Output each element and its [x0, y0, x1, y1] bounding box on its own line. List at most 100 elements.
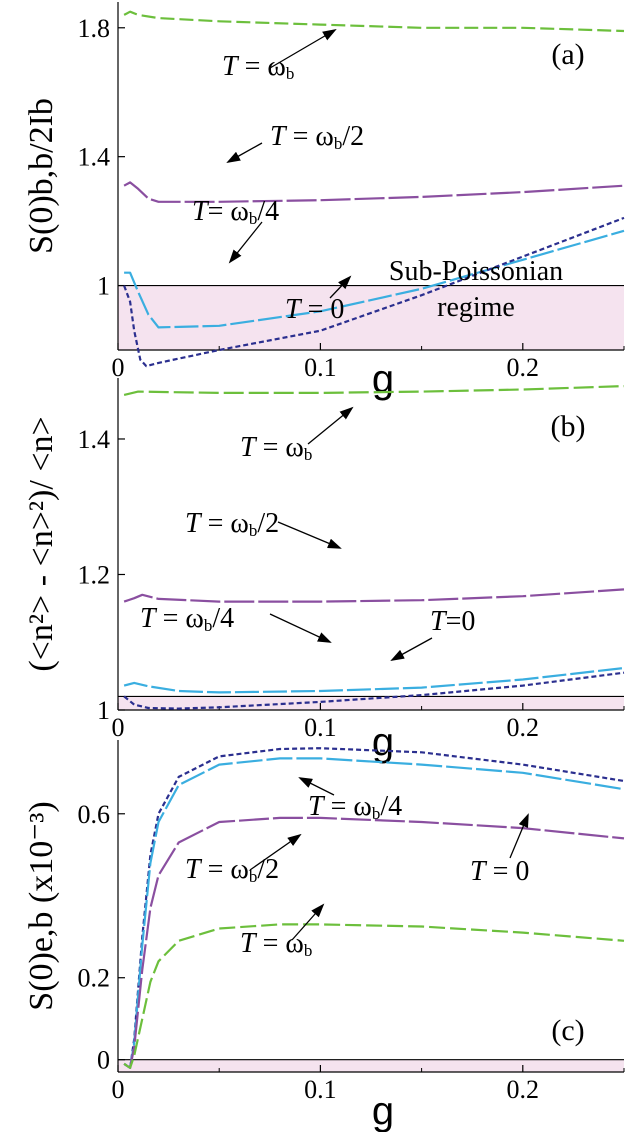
annotation-T: T — [285, 294, 303, 325]
x-axis-label: g — [372, 720, 394, 764]
x-axis-label: g — [372, 357, 394, 401]
annotation-sub: b — [249, 521, 258, 540]
series-annotation: T = ωb/4 — [140, 603, 234, 635]
series-line-0 — [123, 385, 625, 396]
series-annotation: T = ωb/4 — [308, 791, 402, 823]
annotation-main: = ω — [201, 854, 249, 885]
annotation-main: = ω — [324, 791, 372, 822]
x-tick-label: 0.2 — [507, 1075, 540, 1104]
x-tick-label: 0 — [112, 713, 125, 742]
annotation-sub: b — [304, 941, 313, 960]
y-tick-label: 0.6 — [78, 800, 111, 829]
annotation-main: = ω — [156, 603, 204, 634]
series-annotation: T = ωb/2 — [185, 854, 279, 886]
y-tick-label: 1.4 — [78, 143, 111, 172]
annotation-T: T — [470, 856, 488, 887]
annotation-tail: /4 — [212, 603, 234, 634]
annotation-main: = 0 — [486, 856, 530, 887]
y-tick-label: 0.2 — [78, 964, 111, 993]
annotation-T: T — [270, 121, 288, 152]
annotation-arrow — [249, 833, 302, 871]
sub-poissonian-region — [118, 1059, 624, 1072]
annotation-arrow — [509, 813, 529, 859]
annotation-sub: b — [204, 616, 213, 635]
annotation-sub: b — [372, 804, 381, 823]
x-tick-label: 0.2 — [507, 353, 540, 382]
series-line-1 — [123, 757, 625, 1069]
y-tick-label: 1 — [97, 272, 110, 301]
annotation-main: = ω — [238, 51, 286, 82]
series-annotation: T = 0 — [285, 294, 344, 325]
annotation-tail: /4 — [257, 196, 279, 227]
panel-label: (c) — [551, 1014, 584, 1047]
x-tick-label: 0.1 — [304, 713, 337, 742]
series-line-1 — [123, 588, 625, 603]
annotation-T: T — [185, 508, 203, 539]
annotation-arrow — [329, 275, 352, 299]
panel-label: (b) — [551, 410, 586, 443]
series-annotation: T = ωb/2 — [270, 121, 364, 153]
x-tick-label: 0 — [112, 353, 125, 382]
annotation-tail: /4 — [380, 791, 402, 822]
series-line-2 — [123, 666, 625, 694]
annotation-main: = ω — [286, 121, 334, 152]
region-label: Sub-Poissonian — [389, 256, 563, 287]
annotation-T: T — [240, 432, 258, 463]
series-line-0 — [123, 747, 625, 1069]
region-label: regime — [437, 292, 515, 323]
y-tick-label: 1.2 — [78, 560, 111, 589]
panel-b: 0 0.1 0.2 1 1.2 1.4 (<n²> - <n>²)/ <n> g (b) T = … — [23, 378, 625, 764]
series-annotation: T = ωb/2 — [185, 508, 279, 540]
annotation-sub: b — [286, 64, 295, 83]
panel-c: 0 0.1 0.200.20.6S(0)e,b (x10⁻³)g(c)T = ωb/… — [23, 740, 625, 1132]
annotation-main: = ω — [201, 508, 249, 539]
x-tick-label: 0.1 — [304, 353, 337, 382]
annotation-arrow — [307, 406, 354, 445]
annotation-tail: /2 — [257, 508, 279, 539]
series-line-2 — [124, 229, 625, 329]
annotation-arrow — [228, 221, 263, 264]
series-line-1 — [123, 181, 625, 203]
series-line-2 — [123, 816, 625, 1069]
series-line-3 — [123, 671, 625, 710]
annotation-main: = ω — [256, 432, 304, 463]
annotation-tail: /2 — [342, 121, 364, 152]
annotation-sub: b — [334, 134, 343, 153]
x-tick-label: 0 — [112, 1075, 125, 1104]
annotation-arrow — [226, 142, 263, 163]
annotation-sub: b — [304, 445, 313, 464]
series-annotation: T = ωb — [240, 928, 312, 960]
x-tick-label: 0.1 — [304, 1075, 337, 1104]
annotation-T: T — [240, 928, 258, 959]
panel-label: (a) — [551, 38, 584, 71]
x-axis-label: g — [372, 1089, 394, 1132]
series-line-3 — [123, 216, 625, 368]
series-annotation: T = ωb — [240, 432, 312, 464]
y-tick-label: 1.8 — [78, 14, 111, 43]
annotation-arrow — [277, 521, 342, 549]
annotation-T: T — [308, 791, 326, 822]
series-annotation: T= ωb/4 — [192, 196, 279, 228]
annotation-T: T — [222, 51, 240, 82]
series-annotation: T=0 — [430, 606, 475, 637]
annotation-arrow — [269, 28, 337, 69]
y-axis-label: (<n²> - <n>²)/ <n> — [23, 416, 60, 671]
annotation-T: T — [185, 854, 203, 885]
annotation-sub: b — [249, 867, 258, 886]
annotation-arrow — [298, 777, 335, 796]
annotation-main: = ω — [256, 928, 304, 959]
annotation-main: = ω — [208, 196, 249, 227]
y-tick-label: 1.4 — [78, 425, 111, 454]
annotation-arrow — [390, 637, 433, 661]
y-axis-label: S(0)e,b (x10⁻³) — [23, 801, 60, 1010]
y-tick-label: 0 — [97, 1046, 110, 1075]
x-tick-label: 0.2 — [507, 713, 540, 742]
annotation-T: T — [192, 196, 210, 227]
series-annotation: T = ωb — [222, 51, 294, 83]
series-annotation: T = 0 — [470, 856, 529, 887]
annotation-T: T — [140, 603, 158, 634]
annotation-main: = 0 — [301, 294, 345, 325]
sub-poissonian-region — [118, 285, 624, 350]
panel-a: 0 0.1 0.2 1 1.4 1.8 S(0)b,b/2Ib g (a) Sub-Poisson… — [23, 2, 625, 401]
annotation-main: =0 — [446, 606, 476, 637]
